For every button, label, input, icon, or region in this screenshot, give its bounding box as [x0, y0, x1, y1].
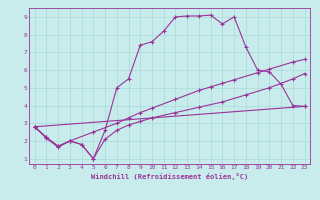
X-axis label: Windchill (Refroidissement éolien,°C): Windchill (Refroidissement éolien,°C) [91, 173, 248, 180]
